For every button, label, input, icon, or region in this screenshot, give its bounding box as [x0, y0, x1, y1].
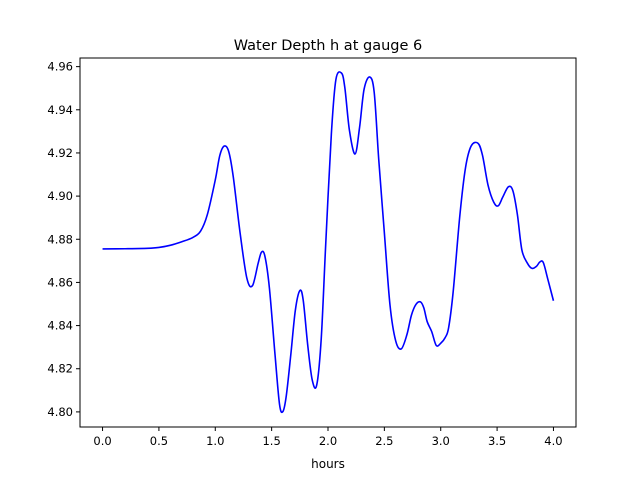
chart-title: Water Depth h at gauge 6	[234, 38, 422, 54]
x-tick-label: 4.0	[544, 434, 562, 448]
series-line-0	[102, 71, 555, 414]
y-tick-label: 4.80	[47, 405, 73, 419]
y-tick-label: 4.82	[47, 362, 73, 376]
x-tick-label: 3.0	[432, 434, 450, 448]
y-tick-label: 4.94	[47, 103, 73, 117]
x-tick-label: 1.0	[206, 434, 224, 448]
x-tick-label: 0.0	[93, 434, 111, 448]
y-tick-label: 4.90	[47, 189, 73, 203]
x-axis-label: hours	[311, 457, 345, 471]
x-tick-label: 3.5	[488, 434, 506, 448]
y-tick-label: 4.86	[47, 275, 73, 289]
y-tick-label: 4.88	[47, 232, 73, 246]
y-tick-label: 4.84	[47, 319, 73, 333]
y-tick-label: 4.96	[47, 60, 73, 74]
x-tick-label: 0.5	[150, 434, 168, 448]
y-tick-label: 4.92	[47, 146, 73, 160]
x-tick-label: 2.5	[375, 434, 393, 448]
x-tick-label: 2.0	[319, 434, 337, 448]
plot-area: 0.0 0.5 1.0 1.5 2.0 2.5 3.0 3.5 4.0 4.80 4.82 4.84 4…	[47, 57, 577, 448]
x-tick-label: 1.5	[262, 434, 280, 448]
